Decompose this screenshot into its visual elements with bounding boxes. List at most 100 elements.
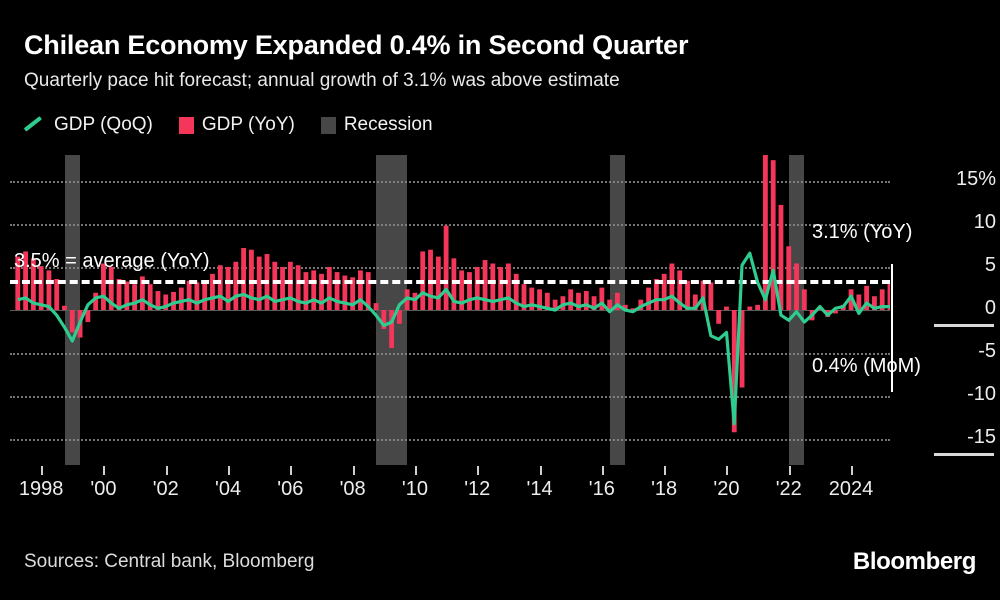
bar <box>334 272 340 310</box>
square-marker-icon <box>178 116 194 134</box>
line-path <box>17 251 890 426</box>
average-line <box>10 279 890 284</box>
bar <box>178 287 184 310</box>
bar <box>217 265 223 310</box>
page-subtitle: Quarterly pace hit forecast; annual grow… <box>24 70 620 91</box>
bar <box>747 306 753 310</box>
y-tick-label: 5 <box>984 253 996 276</box>
legend-label-recession: Recession <box>343 114 433 135</box>
bar <box>638 299 644 310</box>
y-tick-label: 10 <box>973 210 996 233</box>
bar <box>552 299 558 310</box>
y-tick-label: -5 <box>978 340 996 363</box>
bar <box>295 265 301 310</box>
annotation-average: 3.5% = average (YoY) <box>14 249 210 272</box>
sources-text: Sources: Central bank, Bloomberg <box>24 551 315 572</box>
bar <box>326 266 332 310</box>
y-axis-cap <box>934 453 994 457</box>
bar <box>529 287 535 310</box>
bar <box>62 305 67 310</box>
bar <box>54 279 60 310</box>
gridline <box>10 353 890 356</box>
x-tick <box>414 466 417 475</box>
x-tick <box>228 466 231 475</box>
x-tick-label: 1998 <box>18 478 64 500</box>
bar <box>396 310 402 324</box>
bar <box>202 280 208 310</box>
square-marker-icon <box>320 116 336 134</box>
legend-item-gdp-yoy: GDP (YoY) <box>178 114 295 136</box>
x-tick <box>352 466 355 475</box>
bar <box>365 272 371 310</box>
bar <box>147 284 153 310</box>
bar <box>778 204 784 310</box>
x-tick-label: '20 <box>713 478 740 500</box>
zero-baseline <box>10 310 890 311</box>
bar <box>132 284 138 310</box>
bar <box>139 276 145 310</box>
bar <box>124 281 130 310</box>
chart-legend: GDP (QoQ) GDP (YoY) Recession <box>24 114 459 136</box>
bar <box>69 310 75 333</box>
bar <box>716 310 722 324</box>
bar <box>163 294 169 310</box>
gridline <box>10 223 890 226</box>
bar <box>731 310 737 433</box>
y-tick-label: -10 <box>967 383 996 406</box>
bar <box>389 310 395 348</box>
bar <box>319 273 324 310</box>
bar <box>677 270 683 310</box>
bar <box>786 246 792 310</box>
x-tick <box>103 466 106 475</box>
x-tick-label: '22 <box>775 478 802 500</box>
bar <box>155 291 161 310</box>
bar <box>490 263 496 310</box>
bar <box>358 270 363 310</box>
x-tick <box>851 466 854 475</box>
plot-area <box>10 155 890 465</box>
bar <box>443 225 449 310</box>
bar <box>474 266 480 310</box>
x-tick-label: '04 <box>215 478 242 500</box>
bar <box>171 291 176 310</box>
bar <box>194 282 200 310</box>
bar <box>724 306 729 310</box>
value-pointer-line <box>891 263 893 392</box>
bar <box>513 273 519 310</box>
gridline <box>10 180 890 183</box>
bar <box>864 285 870 310</box>
x-tick-label: '18 <box>651 478 678 500</box>
legend-item-recession: Recession <box>320 114 433 136</box>
bar <box>591 296 597 310</box>
x-tick-label: 2024 <box>828 478 874 500</box>
bar <box>630 308 636 310</box>
bar <box>661 273 667 310</box>
y-tick-label: -15 <box>967 426 996 449</box>
gridline <box>10 439 890 442</box>
bar <box>794 263 799 310</box>
bar <box>700 280 706 310</box>
legend-item-gdp-qoq: GDP (QoQ) <box>24 114 153 136</box>
x-tick-label: '16 <box>588 478 615 500</box>
bar <box>817 308 823 310</box>
bar <box>856 294 862 310</box>
legend-label-gdp-yoy: GDP (YoY) <box>201 114 295 135</box>
bar <box>233 261 239 310</box>
x-tick <box>788 466 791 475</box>
gridline <box>10 396 890 399</box>
bar <box>739 310 745 388</box>
bar <box>272 261 278 310</box>
bar <box>280 266 285 310</box>
bloomberg-logo: Bloomberg <box>852 548 976 575</box>
bar <box>505 263 511 310</box>
page-title: Chilean Economy Expanded 0.4% in Second … <box>24 30 689 60</box>
x-tick <box>726 466 729 475</box>
bar <box>350 277 356 310</box>
bar <box>692 294 698 310</box>
bar <box>186 280 192 310</box>
bar <box>762 155 768 310</box>
y-tick-label: 0 <box>984 297 996 319</box>
bar <box>607 299 613 310</box>
bar <box>241 248 247 310</box>
